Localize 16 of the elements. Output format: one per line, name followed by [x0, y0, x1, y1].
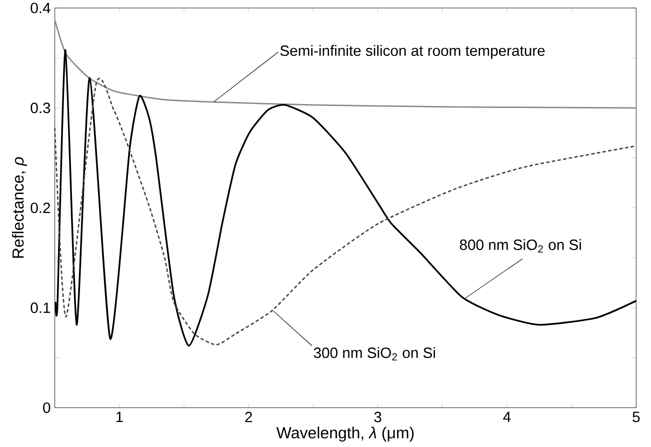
y-axis-title: Reflectance, ρ: [12, 157, 27, 258]
y-tick-label: 0: [43, 402, 50, 414]
y-tick-label: 0.1: [30, 302, 50, 314]
annotation: Semi-infinite silicon at room temperature: [280, 45, 545, 60]
y-tick-label: 0.3: [30, 102, 50, 114]
x-tick-label: 5: [632, 412, 640, 422]
y-tick-label: 0.2: [30, 202, 50, 214]
y-tick-label: 0.4: [30, 2, 50, 14]
annotation: 300 nm SiO$_{2}$ on Si: [314, 347, 435, 361]
x-axis-title: Wavelength, λ (μm): [276, 426, 414, 442]
line-series: [54, 20, 637, 109]
x-tick-label: 3: [374, 412, 382, 422]
x-tick-label: 4: [503, 412, 511, 422]
x-tick-label: 2: [245, 412, 252, 422]
x-tick-label: 1: [116, 412, 123, 422]
annotation: 800 nm SiO$_{2}$ on Si: [460, 239, 581, 253]
